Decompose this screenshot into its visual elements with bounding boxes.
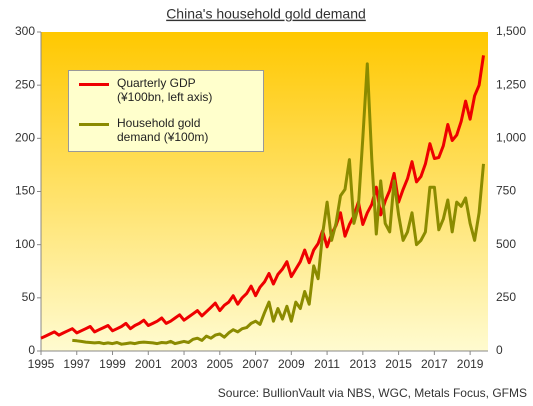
x-tick-label: 2001 [135, 357, 162, 371]
y2-tick-label: 1,250 [496, 77, 526, 91]
x-tick-label: 2011 [314, 357, 340, 371]
x-tick-label: 2015 [385, 357, 412, 371]
y-tick-label: 50 [22, 290, 36, 304]
x-tick-label: 2007 [242, 357, 269, 371]
y-tick-label: 100 [15, 237, 35, 251]
x-tick-label: 2009 [278, 357, 305, 371]
x-tick-label: 1997 [63, 357, 90, 371]
legend: Quarterly GDP (¥100bn, left axis) Househo… [68, 70, 264, 152]
source: Source: BullionVault via NBS, WGC, Metal… [218, 386, 527, 400]
y-tick-label: 300 [15, 24, 35, 38]
y2-tick-label: 1,500 [496, 24, 526, 38]
legend-swatch [79, 123, 109, 126]
x-tick-label: 1995 [28, 357, 55, 371]
x-tick-label: 2003 [171, 357, 198, 371]
y2-tick-label: 750 [496, 184, 516, 198]
y2-tick-label: 250 [496, 290, 516, 304]
x-tick-label: 2005 [206, 357, 233, 371]
x-tick-label: 1999 [99, 357, 126, 371]
y2-tick-label: 1,000 [496, 131, 526, 145]
y2-tick-label: 500 [496, 237, 516, 251]
x-tick-label: 2013 [349, 357, 376, 371]
y2-tick-label: 0 [496, 343, 503, 357]
legend-label: Household gold demand (¥100m) [117, 116, 209, 144]
x-tick-label: 2017 [421, 357, 448, 371]
y-tick-label: 0 [28, 343, 35, 357]
series-line [72, 62, 485, 346]
legend-swatch [79, 83, 109, 86]
legend-label: Quarterly GDP (¥100bn, left axis) [117, 76, 213, 104]
chart-title: China's household gold demand [166, 6, 366, 22]
series-line [40, 55, 485, 340]
x-tick-label: 2019 [457, 357, 484, 371]
y-tick-label: 200 [15, 131, 35, 145]
y-tick-label: 150 [15, 184, 35, 198]
y-tick-label: 250 [15, 77, 35, 91]
